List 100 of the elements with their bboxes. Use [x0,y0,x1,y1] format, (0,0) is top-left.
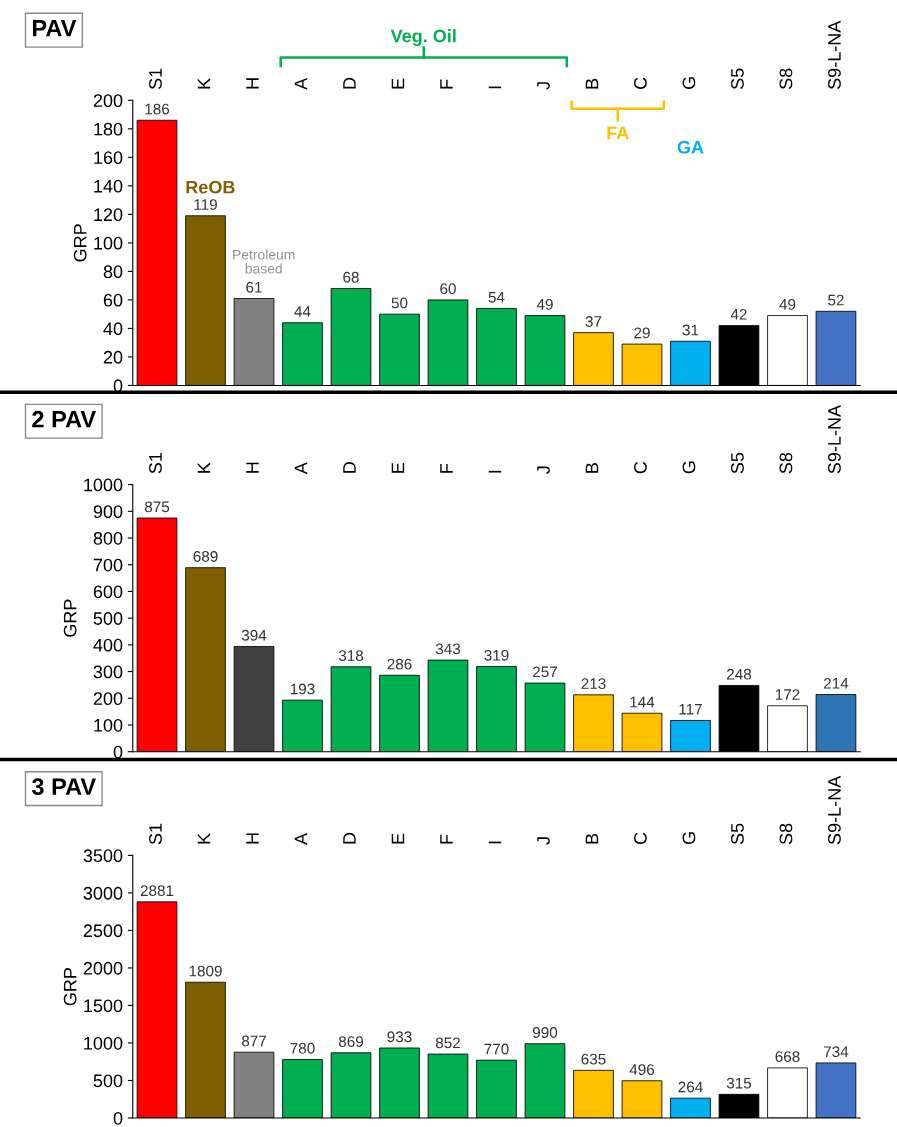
x-tick-label: S8 [779,68,793,90]
x-tick-label: S5 [731,823,744,845]
data-label: 770 [484,1043,509,1055]
data-label: 1809 [189,965,222,977]
annotation: ReOB [186,180,235,194]
data-label: 852 [435,1037,460,1049]
y-tick-label: 800 [93,531,123,545]
y-tick-label: 100 [94,718,123,732]
x-tick-label: J [537,837,550,845]
data-label: 286 [387,658,412,670]
x-tick-label: J [537,466,550,474]
data-label: 734 [824,1046,849,1058]
y-tick-label: 900 [93,505,123,519]
x-tick-label: D [343,832,356,844]
x-tick-label: D [343,462,356,473]
x-tick-label: B [585,78,599,89]
data-label: 44 [294,306,311,317]
y-tick-label: 200 [93,94,123,108]
y-tick-label: 300 [93,665,123,679]
x-tick-label: S9-L-NA [828,775,841,845]
x-tick-label: H [246,833,259,844]
x-tick-label: G [682,77,696,89]
data-label: 29 [634,327,650,339]
x-tick-label: C [634,832,647,845]
x-tick-label: F [440,463,453,473]
x-tick-label: B [585,833,599,844]
data-label: 31 [682,324,699,336]
x-tick-label: J [537,82,550,90]
data-label: 60 [440,283,456,295]
x-tick-label: S1 [149,823,162,845]
y-tick-label: 1000 [84,1036,123,1050]
y-tick-label: 2000 [83,961,123,975]
y-tick-label: 40 [103,322,123,336]
data-label: 315 [726,1077,752,1089]
data-label: 52 [828,294,844,306]
chart-title: PAV [32,20,77,37]
data-label: 689 [193,551,218,562]
x-tick-label: E [391,833,405,844]
data-label: 780 [290,1042,315,1054]
x-tick-label: H [246,78,259,89]
data-label: 875 [144,501,170,513]
x-tick-label: A [294,462,308,475]
data-label: 50 [391,297,408,309]
x-tick-label: C [634,77,647,89]
y-tick-label: 500 [93,612,123,625]
x-tick-label: S5 [731,68,744,90]
chart-title: 3 PAV [31,778,96,796]
y-tick-label: 0 [113,745,123,759]
x-tick-label: I [488,470,502,473]
data-label: 119 [194,199,217,210]
data-label: 496 [629,1064,655,1075]
y-axis-title: GRP [63,599,77,637]
x-tick-label: S9-L-NA [828,405,841,474]
data-label: 117 [679,704,702,715]
x-tick-label: K [197,78,211,89]
data-label: 54 [488,291,505,303]
y-tick-label: 180 [94,122,123,136]
y-tick-label: 200 [93,692,123,706]
x-tick-label: F [440,834,453,844]
data-label: 257 [533,666,557,678]
data-label: 668 [775,1051,800,1063]
data-label: 61 [246,281,262,293]
y-tick-label: 120 [94,208,123,222]
y-tick-label: 140 [94,179,123,193]
x-tick-label: K [197,462,211,473]
x-tick-label: S8 [779,823,793,845]
x-tick-label: A [294,77,308,90]
y-tick-label: 0 [113,1111,123,1125]
x-tick-label: I [488,86,502,89]
y-axis-title: GRP [73,224,87,262]
data-label: 343 [435,643,461,655]
x-tick-label: D [343,77,356,89]
data-label: 172 [775,689,800,700]
data-label: 213 [581,678,606,690]
x-tick-label: S1 [149,68,162,90]
data-label: 264 [678,1081,703,1093]
y-tick-label: 3500 [83,849,123,863]
x-tick-label: G [682,832,696,845]
data-label: 42 [730,308,747,320]
data-label: 49 [536,298,553,310]
y-tick-label: 600 [93,585,123,599]
y-tick-label: 20 [103,350,123,364]
y-tick-label: 2500 [83,924,123,938]
x-tick-label: I [488,841,502,844]
data-label: 319 [484,649,509,661]
x-tick-label: K [197,833,211,844]
x-tick-label: G [682,461,696,474]
x-tick-label: H [246,462,259,473]
y-tick-label: 700 [93,558,123,572]
text: Veg. Oil [390,29,456,47]
y-tick-label: 400 [93,638,123,652]
x-tick-label: S5 [731,452,744,474]
y-tick-label: 60 [103,293,123,307]
data-label: 2881 [140,885,174,897]
y-tick-label: 160 [94,151,123,165]
y-tick-label: 100 [94,236,123,250]
x-tick-label: B [585,463,599,473]
y-tick-label: 500 [93,1074,123,1088]
x-tick-label: S9-L-NA [828,20,841,90]
data-label: 68 [343,271,359,283]
